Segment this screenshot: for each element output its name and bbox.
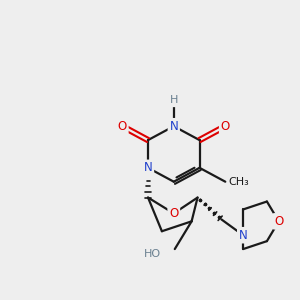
Text: H: H [169,95,178,106]
Text: O: O [221,120,230,133]
Text: HO: HO [143,249,161,259]
Text: O: O [118,120,127,133]
Text: N: N [144,161,152,174]
Text: O: O [274,215,283,228]
Text: N: N [169,120,178,133]
Text: CH₃: CH₃ [229,177,250,187]
Text: O: O [169,207,178,220]
Text: N: N [239,229,248,242]
